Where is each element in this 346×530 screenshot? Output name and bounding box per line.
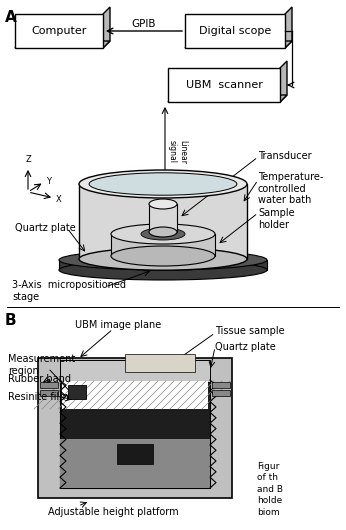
Polygon shape <box>168 95 287 102</box>
Text: 3-Axis  micropositioned
stage: 3-Axis micropositioned stage <box>12 280 126 303</box>
Ellipse shape <box>79 170 247 198</box>
Text: Z: Z <box>25 155 31 164</box>
Bar <box>111 234 215 256</box>
Bar <box>59 260 267 270</box>
Bar <box>40 390 58 396</box>
Text: UBM  scanner: UBM scanner <box>185 80 262 90</box>
Bar <box>60 439 210 488</box>
Bar <box>117 444 153 464</box>
Ellipse shape <box>111 224 215 244</box>
Ellipse shape <box>89 173 237 195</box>
Bar <box>185 14 285 48</box>
Bar <box>212 390 230 396</box>
Text: Transducer: Transducer <box>258 151 312 161</box>
Text: Rubber band: Rubber band <box>8 374 71 384</box>
Ellipse shape <box>59 250 267 270</box>
Text: Temperature-
controlled
water bath: Temperature- controlled water bath <box>258 172 324 205</box>
Bar <box>62 381 208 409</box>
Text: Quartz plate: Quartz plate <box>15 223 76 233</box>
Bar <box>40 382 58 388</box>
Ellipse shape <box>141 228 185 240</box>
Text: Measurement
region: Measurement region <box>8 354 75 376</box>
Text: Sample
holder: Sample holder <box>258 208 295 229</box>
Text: Figur
of th
and B
holde
biom: Figur of th and B holde biom <box>257 462 283 517</box>
Bar <box>168 68 280 102</box>
Text: Resinite film: Resinite film <box>8 392 69 402</box>
Text: Computer: Computer <box>31 26 87 36</box>
Ellipse shape <box>79 248 247 270</box>
Bar <box>79 184 247 259</box>
Polygon shape <box>103 7 110 48</box>
Ellipse shape <box>149 199 177 209</box>
Bar <box>60 380 210 488</box>
Text: Linear
signal: Linear signal <box>168 139 188 163</box>
Text: GPIB: GPIB <box>132 19 156 29</box>
Polygon shape <box>15 41 110 48</box>
Bar <box>15 14 103 48</box>
Text: Digital scope: Digital scope <box>199 26 271 36</box>
Text: A: A <box>5 10 17 25</box>
Bar <box>149 204 177 232</box>
Text: X: X <box>56 195 62 204</box>
Polygon shape <box>185 41 292 48</box>
Polygon shape <box>285 7 292 48</box>
Bar <box>125 354 195 372</box>
Bar <box>60 360 210 382</box>
Text: UBM image plane: UBM image plane <box>75 320 161 330</box>
Text: B: B <box>5 313 17 328</box>
Polygon shape <box>280 61 287 102</box>
Ellipse shape <box>59 260 267 280</box>
Ellipse shape <box>111 246 215 266</box>
Bar <box>68 385 86 399</box>
Text: Adjustable height platform: Adjustable height platform <box>48 507 179 517</box>
Bar <box>212 382 230 388</box>
Bar <box>38 358 232 498</box>
Text: Y: Y <box>46 176 51 186</box>
Text: Quartz plate: Quartz plate <box>215 342 276 352</box>
Text: Tissue sample: Tissue sample <box>215 326 285 336</box>
Ellipse shape <box>149 227 177 237</box>
